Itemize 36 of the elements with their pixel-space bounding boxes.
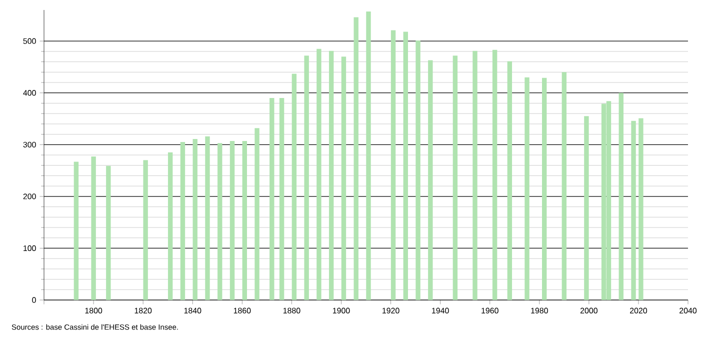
bar — [403, 32, 408, 300]
bar — [452, 56, 458, 300]
bar — [416, 40, 420, 300]
bar — [143, 160, 148, 300]
bar — [618, 92, 624, 300]
bar — [341, 56, 346, 300]
bar — [230, 141, 235, 300]
bar — [492, 50, 498, 300]
bar — [390, 30, 396, 300]
bar — [316, 48, 322, 300]
bar — [304, 56, 309, 300]
bar — [584, 116, 589, 300]
bar — [631, 120, 636, 300]
bar — [354, 17, 358, 300]
bar — [218, 143, 222, 300]
bar — [279, 98, 284, 300]
bar — [205, 136, 210, 300]
bar — [270, 98, 274, 300]
bar — [192, 138, 198, 300]
bar — [242, 141, 247, 300]
bar — [106, 166, 111, 300]
bar — [328, 50, 334, 300]
bar — [91, 156, 96, 300]
bar — [638, 118, 644, 300]
bar — [428, 60, 433, 300]
bar — [507, 61, 512, 300]
bar — [472, 50, 478, 300]
bar — [292, 74, 297, 300]
bar — [180, 142, 186, 300]
bar — [524, 77, 530, 300]
bar — [366, 12, 371, 300]
bar — [254, 128, 260, 300]
bar — [168, 152, 173, 300]
bar — [74, 162, 79, 300]
bar — [542, 78, 547, 300]
bar — [562, 72, 567, 300]
